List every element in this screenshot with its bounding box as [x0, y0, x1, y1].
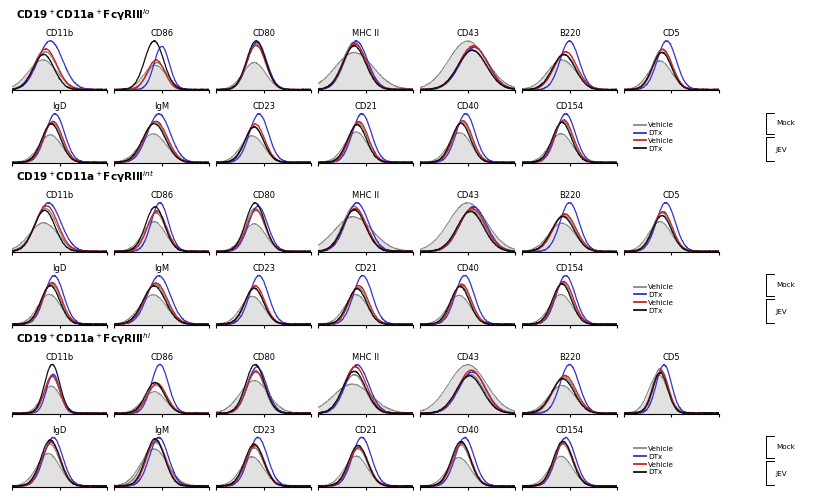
Title: CD11b: CD11b — [45, 29, 74, 38]
Text: CD19$^+$CD11a$^+$FcγRIII$^{int}$: CD19$^+$CD11a$^+$FcγRIII$^{int}$ — [16, 169, 154, 185]
Title: CD5: CD5 — [662, 191, 681, 200]
Title: CD40: CD40 — [456, 264, 479, 273]
Title: CD11b: CD11b — [45, 353, 74, 362]
Title: CD43: CD43 — [456, 29, 479, 38]
Title: CD154: CD154 — [555, 426, 583, 435]
Title: CD5: CD5 — [662, 29, 681, 38]
Text: Mock: Mock — [776, 282, 794, 288]
Title: CD154: CD154 — [555, 102, 583, 111]
Legend: Vehicle, DTx, Vehicle, DTx: Vehicle, DTx, Vehicle, DTx — [631, 443, 677, 479]
Title: MHC II: MHC II — [352, 29, 380, 38]
Title: CD40: CD40 — [456, 426, 479, 435]
Legend: Vehicle, DTx, Vehicle, DTx: Vehicle, DTx, Vehicle, DTx — [631, 119, 677, 155]
Title: CD43: CD43 — [456, 353, 479, 362]
Text: Mock: Mock — [776, 121, 794, 126]
Title: CD154: CD154 — [555, 264, 583, 273]
Title: IgM: IgM — [154, 264, 169, 273]
Title: IgD: IgD — [53, 426, 67, 435]
Title: B220: B220 — [559, 191, 580, 200]
Title: CD80: CD80 — [252, 29, 276, 38]
Title: CD21: CD21 — [354, 264, 377, 273]
Title: CD21: CD21 — [354, 102, 377, 111]
Title: CD86: CD86 — [150, 353, 173, 362]
Title: CD40: CD40 — [456, 102, 479, 111]
Title: CD21: CD21 — [354, 426, 377, 435]
Title: MHC II: MHC II — [352, 191, 380, 200]
Text: Mock: Mock — [776, 444, 794, 450]
Title: CD11b: CD11b — [45, 191, 74, 200]
Text: CD19$^+$CD11a$^+$FcγRIII$^{lo}$: CD19$^+$CD11a$^+$FcγRIII$^{lo}$ — [16, 7, 151, 23]
Title: MHC II: MHC II — [352, 353, 380, 362]
Title: CD5: CD5 — [662, 353, 681, 362]
Title: CD80: CD80 — [252, 353, 276, 362]
Legend: Vehicle, DTx, Vehicle, DTx: Vehicle, DTx, Vehicle, DTx — [631, 281, 677, 317]
Title: IgD: IgD — [53, 264, 67, 273]
Text: JEV: JEV — [776, 471, 788, 477]
Text: JEV: JEV — [776, 309, 788, 315]
Title: CD80: CD80 — [252, 191, 276, 200]
Title: IgM: IgM — [154, 102, 169, 111]
Title: CD23: CD23 — [252, 102, 276, 111]
Title: CD86: CD86 — [150, 191, 173, 200]
Title: IgD: IgD — [53, 102, 67, 111]
Title: CD23: CD23 — [252, 426, 276, 435]
Title: CD43: CD43 — [456, 191, 479, 200]
Text: JEV: JEV — [776, 147, 788, 153]
Title: B220: B220 — [559, 353, 580, 362]
Title: B220: B220 — [559, 29, 580, 38]
Title: IgM: IgM — [154, 426, 169, 435]
Title: CD86: CD86 — [150, 29, 173, 38]
Text: CD19$^+$CD11a$^+$FcγRIII$^{hi}$: CD19$^+$CD11a$^+$FcγRIII$^{hi}$ — [16, 331, 152, 347]
Title: CD23: CD23 — [252, 264, 276, 273]
